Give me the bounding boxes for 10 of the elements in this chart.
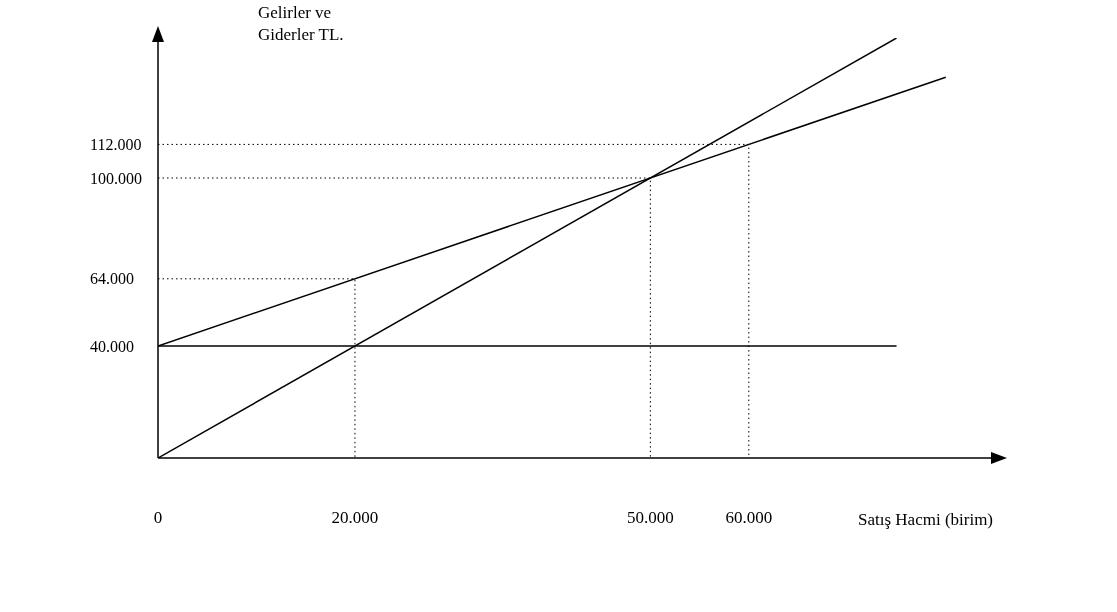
x-tick-label: 60.000 [725,508,773,528]
y-tick-label: 40.000 [90,337,134,355]
y-axis-title: Gelirler ve Giderler TL. [258,2,345,46]
y-tick-label: 112.000 [90,136,142,154]
x-axis-title: Satış Hacmi (birim) [858,510,994,530]
x-tick-label: 20.000 [331,508,379,528]
x-tick-label: 0 [153,508,163,528]
y-tick-label: 64.000 [90,270,134,288]
y-tick-label: 100.000 [90,169,142,187]
x-tick-label: 50.000 [626,508,674,528]
